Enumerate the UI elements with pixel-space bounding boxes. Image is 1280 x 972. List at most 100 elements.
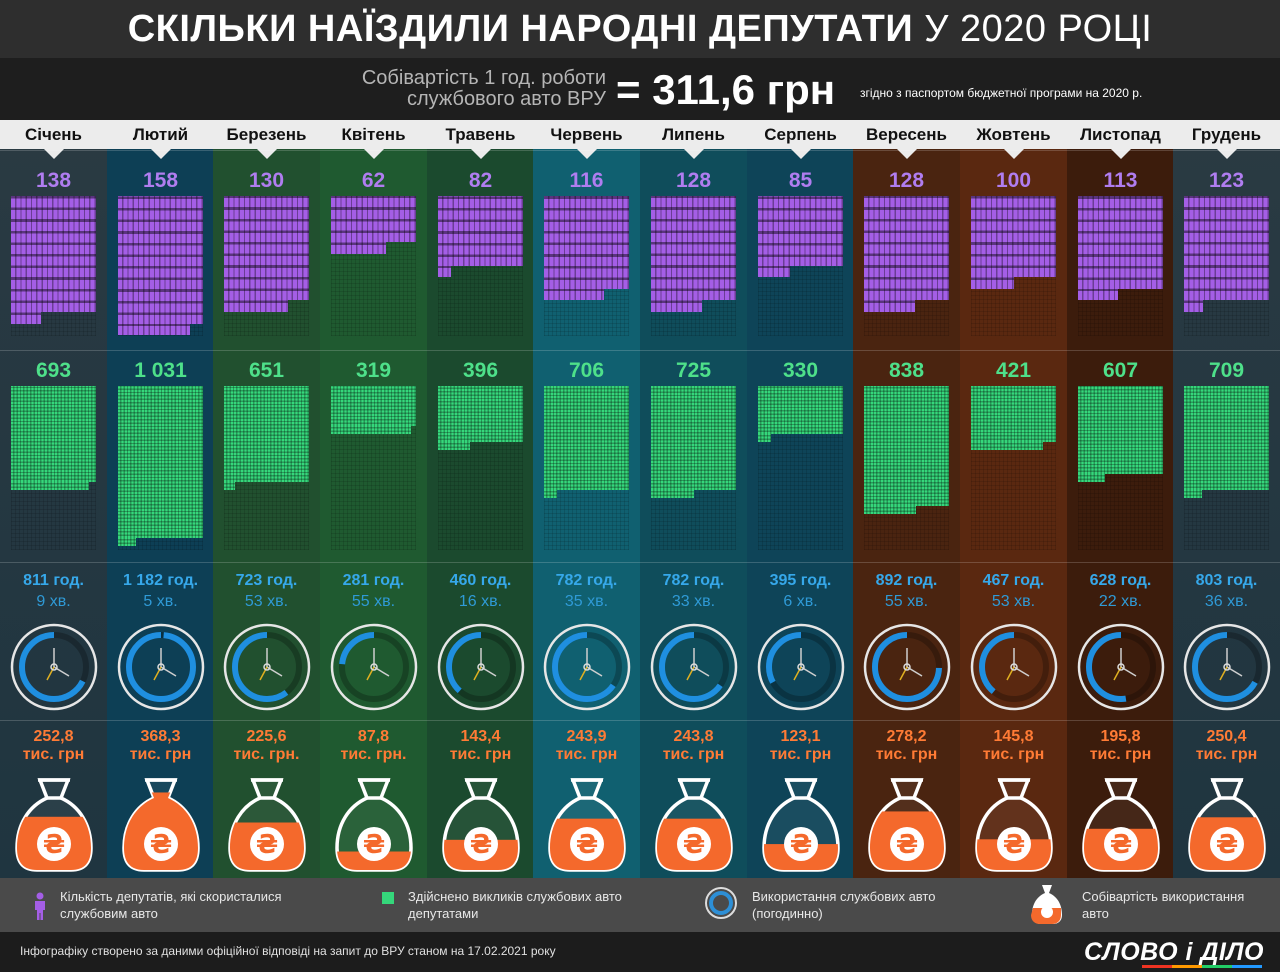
month-label: Січень	[0, 120, 107, 149]
clock-hand	[153, 666, 162, 681]
calls-bar-partial	[11, 482, 89, 490]
hryvnia-symbol: ₴	[576, 830, 598, 860]
calls-grid	[11, 386, 96, 550]
minutes-value: 55 хв.	[884, 593, 929, 610]
logo-bars	[1142, 965, 1262, 968]
deputies-bar	[1184, 196, 1269, 301]
calls-count: 725	[675, 359, 712, 382]
calls-bar-partial	[224, 482, 236, 490]
month-column: Червень 116 706 782 год. 35 хв. 243,9 тис. грн…	[533, 120, 640, 878]
deputies-bar-partial	[118, 323, 191, 336]
calls-count: 693	[35, 359, 72, 382]
month-pointer	[896, 149, 917, 159]
minutes-value: 6 хв.	[783, 593, 818, 610]
clock-rim	[1077, 623, 1165, 711]
hryvnia-symbol: ₴	[150, 830, 172, 860]
minutes-value: 35 хв.	[564, 593, 609, 610]
clock-rim	[1183, 623, 1271, 711]
minutes-value: 55 хв.	[351, 593, 396, 610]
calls-count: 838	[888, 359, 925, 382]
clock-hand	[473, 666, 482, 681]
deputies-bar-partial	[544, 288, 604, 301]
cost-value: 368,3 тис. грн	[107, 728, 214, 764]
calls-bar-partial	[971, 442, 1043, 450]
month-pointer	[576, 149, 597, 159]
calls-bar-partial	[651, 490, 695, 498]
clock-hub	[1010, 663, 1018, 671]
month-pointer	[1110, 149, 1131, 159]
clock-hub	[1117, 663, 1125, 671]
clock-gauge	[330, 623, 418, 711]
row-separator	[0, 720, 1280, 721]
deputies-bar-partial	[651, 300, 702, 312]
minutes-value: 33 хв.	[671, 593, 716, 610]
clock-hub	[157, 663, 165, 671]
hryvnia-coin-icon	[677, 827, 711, 861]
cost-value: 243,9 тис. грн	[533, 728, 640, 764]
cost-value: 195,8 тис. грн	[1067, 728, 1174, 764]
calls-grid	[1184, 386, 1269, 550]
clock-hub	[50, 663, 58, 671]
deputies-grid	[971, 196, 1056, 336]
cost-value: 278,2 тис. грн	[853, 728, 960, 764]
deputies-count: 100	[995, 169, 1032, 192]
hryvnia-symbol: ₴	[470, 830, 492, 860]
legend-cost: Собівартість використання авто	[1082, 889, 1245, 921]
clock-hub	[1223, 663, 1231, 671]
deputies-count: 128	[675, 169, 712, 192]
bag-tie	[38, 778, 70, 800]
hours-value: 628 год.	[1089, 572, 1152, 589]
cost-unit: тис. грн	[769, 746, 832, 763]
month-label: Грудень	[1173, 120, 1280, 149]
hryvnia-coin-icon	[357, 827, 391, 861]
calls-grid	[438, 386, 523, 550]
hryvnia-symbol: ₴	[1003, 830, 1025, 860]
money-bag: ₴	[228, 778, 306, 872]
clock-gauge	[10, 623, 98, 711]
calls-grid	[864, 386, 949, 550]
cost-unit: тис. грн.	[340, 746, 407, 763]
calls-bar-partial	[118, 538, 137, 546]
deputies-count: 130	[248, 169, 285, 192]
page-title: СКІЛЬКИ НАЇЗДИЛИ НАРОДНІ ДЕПУТАТИ У 2020…	[127, 7, 1153, 50]
month-column: Грудень 123 709 803 год. 36 хв. 250,4 тис. грн…	[1173, 120, 1280, 878]
deputies-bar-partial	[1184, 300, 1204, 312]
clock-hub	[690, 663, 698, 671]
clock-rim	[117, 623, 205, 711]
hours-value: 782 год.	[662, 572, 725, 589]
green-square-icon	[382, 892, 394, 904]
calls-bar-partial	[1184, 490, 1203, 498]
money-bag: ₴	[122, 778, 200, 872]
money-bag: ₴	[1188, 778, 1266, 872]
calls-grid	[651, 386, 736, 550]
hours-value: 467 год.	[982, 572, 1045, 589]
cost-amount: 368,3	[140, 728, 181, 745]
clock-arc	[232, 632, 302, 702]
clock-hand	[1006, 666, 1015, 681]
clock-hand	[579, 666, 588, 681]
hours-value: 803 год.	[1195, 572, 1258, 589]
deputies-bar-partial	[758, 265, 790, 278]
month-label: Серпень	[747, 120, 854, 149]
clock-arc	[1192, 632, 1262, 702]
bag-tie	[251, 778, 283, 800]
clock-rim	[863, 623, 951, 711]
deputies-grid	[331, 196, 416, 336]
calls-bar	[651, 386, 736, 490]
calls-bar	[544, 386, 629, 490]
calls-count: 396	[462, 359, 499, 382]
deputies-grid	[651, 196, 736, 336]
money-bag: ₴	[975, 778, 1053, 872]
clock-hand	[686, 666, 695, 681]
calls-bar-partial	[1078, 474, 1105, 482]
cost-amount: 243,9	[566, 728, 607, 745]
cost-amount: 252,8	[33, 728, 74, 745]
clock-hub	[583, 663, 591, 671]
money-bag: ₴	[335, 778, 413, 872]
cost-unit: тис. грн	[129, 746, 192, 763]
deputies-grid	[224, 196, 309, 336]
legend-hours: Використання службових авто (погодинно)	[752, 889, 936, 921]
money-bag: ₴	[15, 778, 93, 872]
hryvnia-symbol: ₴	[43, 830, 65, 860]
clock-arc	[979, 632, 1049, 702]
